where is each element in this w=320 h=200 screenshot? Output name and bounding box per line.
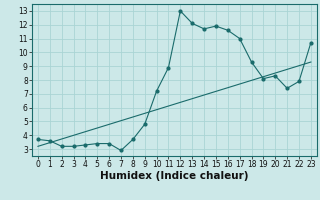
X-axis label: Humidex (Indice chaleur): Humidex (Indice chaleur) xyxy=(100,171,249,181)
